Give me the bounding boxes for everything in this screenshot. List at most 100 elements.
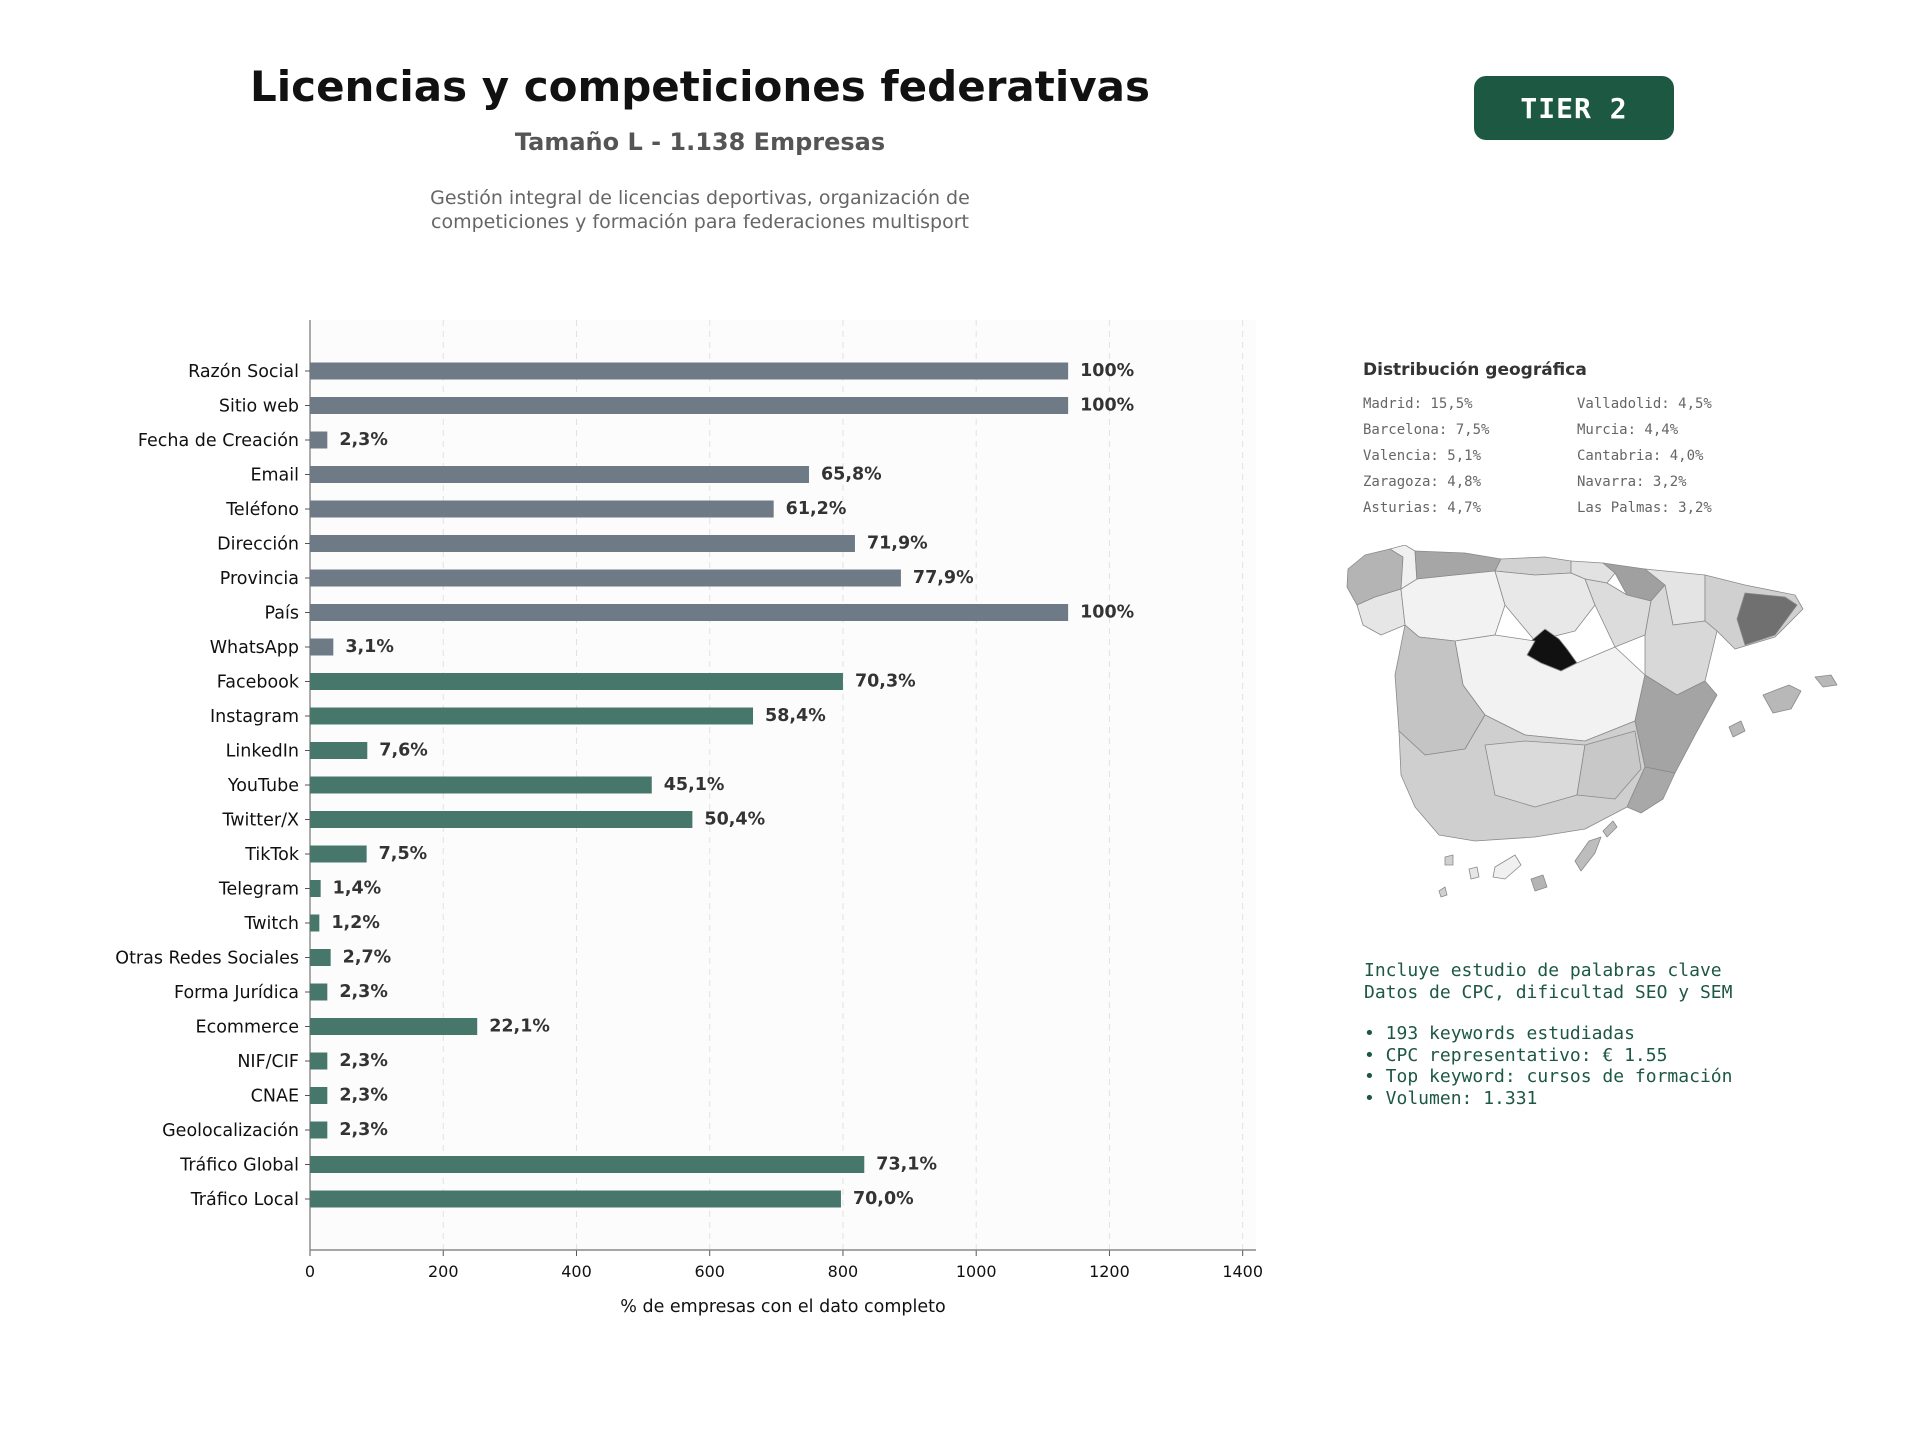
map-region bbox=[1468, 866, 1480, 880]
data-label: 100% bbox=[1080, 361, 1134, 381]
data-label: 7,6% bbox=[379, 741, 428, 761]
y-tick-label: País bbox=[265, 604, 299, 624]
bar bbox=[310, 466, 809, 483]
y-tick-label: Tráfico Global bbox=[179, 1156, 299, 1176]
bar bbox=[310, 569, 901, 587]
data-label: 73,1% bbox=[876, 1155, 937, 1175]
map-region bbox=[1762, 684, 1802, 714]
x-tick-label: 1200 bbox=[1089, 1262, 1130, 1281]
geo-item: Navarra: 3,2% bbox=[1577, 474, 1687, 490]
data-label: 100% bbox=[1080, 603, 1134, 623]
geo-item: Zaragoza: 4,8% bbox=[1363, 474, 1482, 490]
seo-panel: Incluye estudio de palabras clave Datos … bbox=[1364, 960, 1884, 1109]
seo-bullet: • 193 keywords estudiadas bbox=[1364, 1023, 1635, 1044]
x-tick-label: 800 bbox=[828, 1262, 859, 1281]
bar bbox=[310, 1190, 841, 1208]
y-tick-label: Sitio web bbox=[219, 397, 299, 417]
data-label: 100% bbox=[1080, 396, 1134, 416]
x-tick-label: 1000 bbox=[956, 1262, 997, 1281]
description-line: Gestión integral de licencias deportivas… bbox=[430, 187, 970, 209]
y-tick-label: CNAE bbox=[251, 1087, 299, 1107]
y-tick-label: Fecha de Creación bbox=[138, 431, 299, 451]
map-region bbox=[1644, 584, 1718, 696]
bar bbox=[310, 742, 368, 759]
map-region bbox=[1400, 570, 1506, 642]
y-tick-label: Razón Social bbox=[188, 362, 299, 382]
data-label: 1,4% bbox=[333, 879, 382, 899]
map-region bbox=[1736, 592, 1798, 646]
bar bbox=[310, 949, 331, 966]
geo-item: Valladolid: 4,5% bbox=[1577, 396, 1712, 412]
y-tick-label: Twitter/X bbox=[221, 811, 299, 831]
y-tick-label: Dirección bbox=[217, 535, 299, 555]
geo-title: Distribución geográfica bbox=[1363, 360, 1587, 380]
map-region bbox=[1492, 854, 1522, 880]
data-label: 45,1% bbox=[664, 775, 725, 795]
seo-bullet: • CPC representativo: € 1.55 bbox=[1364, 1044, 1668, 1066]
bar bbox=[310, 845, 367, 863]
seo-line: Incluye estudio de palabras clave bbox=[1364, 960, 1722, 981]
seo-bullet: • Top keyword: cursos de formación bbox=[1364, 1066, 1733, 1087]
y-tick-label: Teléfono bbox=[225, 500, 299, 520]
y-tick-label: NIF/CIF bbox=[237, 1052, 299, 1072]
bar bbox=[310, 673, 843, 690]
bar bbox=[310, 604, 1069, 621]
y-tick-label: TikTok bbox=[244, 845, 300, 865]
y-tick-label: Tráfico Local bbox=[190, 1190, 299, 1210]
geo-item: Cantabria: 4,0% bbox=[1577, 448, 1704, 464]
bar bbox=[310, 362, 1069, 380]
data-label: 2,7% bbox=[343, 948, 392, 968]
geo-item: Madrid: 15,5% bbox=[1363, 396, 1473, 412]
y-tick-label: Facebook bbox=[217, 673, 300, 693]
bar bbox=[310, 431, 328, 449]
y-tick-label: Otras Redes Sociales bbox=[115, 949, 299, 969]
geo-distribution-panel: Distribución geográfica Madrid: 15,5% Va… bbox=[1363, 360, 1883, 519]
map-region bbox=[1626, 766, 1676, 814]
y-tick-label: WhatsApp bbox=[210, 638, 299, 658]
data-label: 7,5% bbox=[379, 844, 428, 864]
bar bbox=[310, 1018, 478, 1035]
x-axis-label: % de empresas con el dato completo bbox=[620, 1297, 945, 1317]
bar bbox=[310, 1156, 865, 1173]
y-tick-label: Geolocalización bbox=[162, 1121, 299, 1141]
map-region bbox=[1602, 820, 1618, 838]
data-label: 77,9% bbox=[913, 568, 974, 588]
bar-chart: 0 200 400 600 800 1000 1200 1400 Razón Social 100… bbox=[115, 320, 1263, 1317]
bar bbox=[310, 397, 1069, 414]
bar bbox=[310, 880, 321, 897]
y-tick-label: YouTube bbox=[227, 776, 299, 796]
geo-list: Madrid: 15,5% Valladolid: 4,5% Barcelona… bbox=[1363, 394, 1883, 519]
map-region bbox=[1814, 674, 1838, 688]
y-tick-label: Telegram bbox=[218, 880, 299, 900]
bar bbox=[310, 811, 693, 828]
geo-item: Murcia: 4,4% bbox=[1577, 422, 1679, 438]
y-tick-label: Provincia bbox=[220, 569, 299, 589]
data-label: 70,3% bbox=[855, 672, 916, 692]
bar bbox=[310, 500, 774, 518]
bar bbox=[310, 1052, 328, 1070]
x-tick-label: 400 bbox=[561, 1262, 592, 1281]
data-label: 1,2% bbox=[331, 913, 380, 933]
bar bbox=[310, 983, 328, 1001]
bar bbox=[310, 1087, 328, 1104]
data-label: 70,0% bbox=[853, 1189, 914, 1209]
map-region bbox=[1438, 886, 1448, 898]
data-label: 2,3% bbox=[339, 430, 388, 450]
data-label: 50,4% bbox=[704, 810, 765, 830]
bar bbox=[310, 914, 320, 932]
seo-bullet: • Volumen: 1.331 bbox=[1364, 1087, 1538, 1109]
data-label: 65,8% bbox=[821, 465, 882, 485]
y-tick-label: Ecommerce bbox=[196, 1018, 299, 1038]
data-label: 71,9% bbox=[867, 534, 928, 554]
data-label: 2,3% bbox=[339, 982, 388, 1002]
data-label: 61,2% bbox=[786, 499, 847, 519]
bar bbox=[310, 638, 334, 656]
data-label: 58,4% bbox=[765, 706, 826, 726]
data-label: 22,1% bbox=[489, 1017, 550, 1037]
page-title: Licencias y competiciones federativas bbox=[250, 62, 1150, 111]
data-label: 2,3% bbox=[339, 1086, 388, 1106]
y-tick-label: Twitch bbox=[243, 914, 299, 934]
tier-badge: TIER 2 bbox=[1474, 76, 1674, 140]
geo-item: Barcelona: 7,5% bbox=[1363, 422, 1490, 438]
y-tick-label: Email bbox=[250, 466, 299, 486]
